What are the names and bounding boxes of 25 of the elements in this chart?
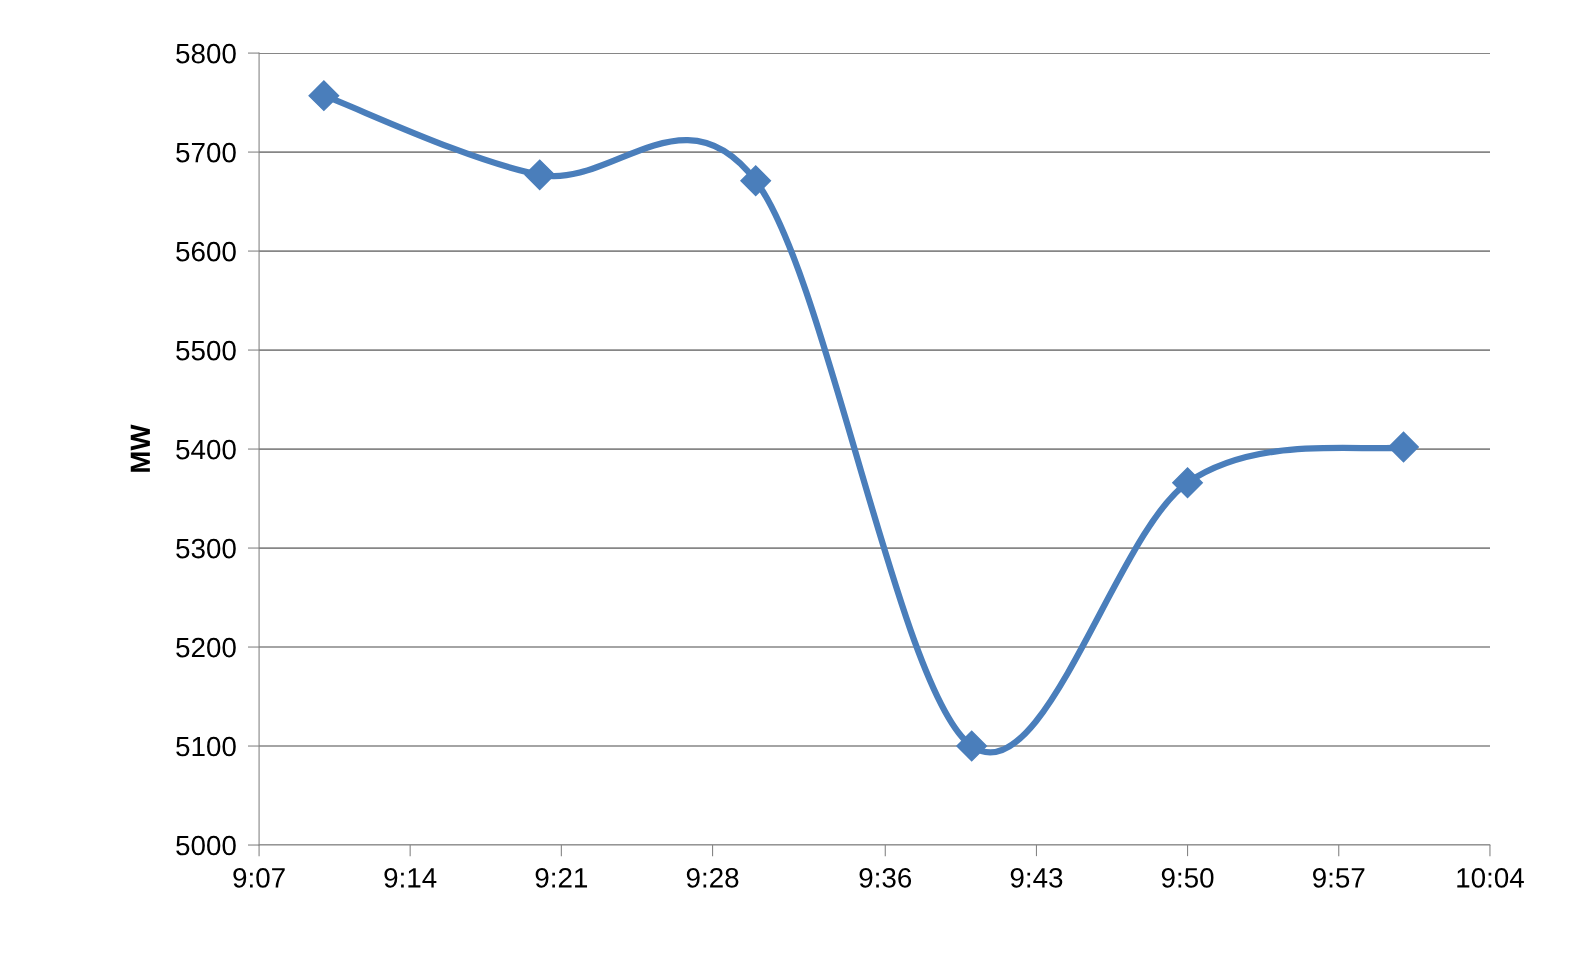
x-tick-label: 9:36 <box>859 867 912 888</box>
y-tick-label: 5500 <box>176 340 236 361</box>
point <box>308 80 340 112</box>
y-tick-label: 5600 <box>176 241 236 262</box>
y-tick-label: 5800 <box>176 43 236 64</box>
y-tick-label: 5700 <box>176 142 236 163</box>
x-tick-label: 9:07 <box>233 867 285 888</box>
point <box>1388 431 1419 463</box>
x-tick-label: 9:14 <box>384 867 437 888</box>
point <box>956 730 988 762</box>
x-tick-label: 10:04 <box>1457 867 1524 888</box>
point <box>740 165 772 197</box>
y-axis-title: MW <box>130 424 150 472</box>
x-tick-label: 9:57 <box>1313 867 1365 888</box>
y-tick-label: 5300 <box>176 538 236 559</box>
y-tick-label: 5000 <box>176 835 236 856</box>
x-tick-label: 9:28 <box>686 867 739 888</box>
x-tick-label: 9:50 <box>1161 867 1214 888</box>
x-tick-label: 9:21 <box>535 867 588 888</box>
point <box>1172 467 1203 499</box>
y-tick-label: 5100 <box>176 736 236 757</box>
point <box>524 159 556 191</box>
x-tick-label: 9:43 <box>1010 867 1063 888</box>
y-tick-label: 5200 <box>176 637 236 658</box>
y-tick-label: 5400 <box>176 439 236 460</box>
